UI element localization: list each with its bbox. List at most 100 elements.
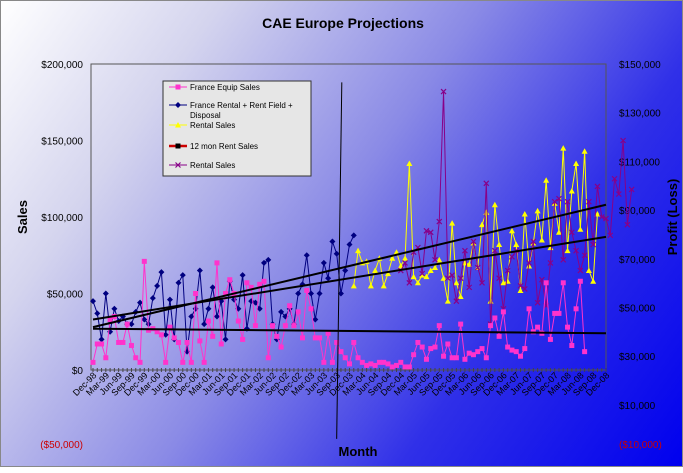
data-point xyxy=(154,329,160,335)
data-point xyxy=(278,344,284,350)
data-point xyxy=(488,323,494,329)
data-point xyxy=(308,290,315,297)
data-point xyxy=(176,339,181,345)
data-point xyxy=(509,253,515,260)
data-point xyxy=(402,255,409,261)
trend-rental-steep xyxy=(92,203,607,329)
data-point xyxy=(603,215,609,222)
y-tick-label: $50,000 xyxy=(47,290,84,301)
legend-item: France Equip Sales xyxy=(169,83,260,92)
data-point xyxy=(415,339,421,345)
y2-tick-label: $130,000 xyxy=(619,109,661,120)
data-point xyxy=(227,277,233,283)
data-point xyxy=(308,306,314,312)
data-point xyxy=(414,279,421,286)
data-point xyxy=(197,338,203,344)
data-point xyxy=(107,317,113,323)
data-point xyxy=(287,303,293,309)
data-point xyxy=(372,267,379,274)
data-point xyxy=(303,252,310,259)
data-point xyxy=(188,359,194,365)
data-point xyxy=(543,177,550,183)
data-point xyxy=(257,281,263,287)
data-point xyxy=(103,355,109,361)
data-point xyxy=(240,336,246,342)
x-axis-title: Month xyxy=(339,444,378,459)
x-axis-ticks: Dec-98Mar-99Jun-99Sep-99Dec-99Mar-00Jun-… xyxy=(71,368,611,398)
data-point xyxy=(419,270,426,277)
series-4 xyxy=(397,88,635,328)
data-point xyxy=(175,162,181,168)
data-point xyxy=(381,359,387,365)
data-point xyxy=(483,209,490,215)
y-axis-title: Sales xyxy=(15,200,30,234)
plot-area xyxy=(90,63,607,371)
data-point xyxy=(406,279,413,286)
y-tick-label: $0 xyxy=(72,366,84,377)
trendline-layer xyxy=(92,82,607,439)
data-point xyxy=(346,241,353,248)
data-point xyxy=(581,252,588,259)
data-point xyxy=(483,180,490,187)
data-point xyxy=(598,214,605,220)
data-point xyxy=(116,339,122,345)
data-point xyxy=(167,324,173,330)
data-point xyxy=(210,333,216,339)
data-point xyxy=(384,270,391,277)
data-point xyxy=(265,355,271,361)
y-axis-left: $200,000 $150,000 $100,000 $50,000 $0 xyxy=(41,60,83,377)
data-point xyxy=(329,359,335,365)
data-point xyxy=(453,355,459,361)
data-point xyxy=(196,267,203,274)
data-point xyxy=(98,336,105,343)
data-point xyxy=(615,191,622,197)
data-point xyxy=(470,352,476,358)
data-point xyxy=(500,279,507,286)
data-point xyxy=(389,364,395,370)
chart-title: CAE Europe Projections xyxy=(262,15,424,31)
data-point xyxy=(158,332,164,338)
data-point xyxy=(547,244,554,251)
data-point xyxy=(444,275,451,282)
legend-label: France Rental + Rent Field + Disposal xyxy=(190,101,293,120)
y2-tick-label: $90,000 xyxy=(619,206,656,217)
data-point xyxy=(120,339,126,345)
trend-equip xyxy=(92,327,607,335)
data-point xyxy=(479,221,486,228)
data-point xyxy=(521,285,528,292)
data-point xyxy=(325,330,331,336)
data-point xyxy=(175,143,181,149)
data-point xyxy=(333,250,340,257)
data-point xyxy=(509,347,515,353)
data-point xyxy=(102,290,109,297)
data-point xyxy=(166,296,173,303)
data-point xyxy=(526,259,532,266)
data-point xyxy=(261,259,267,266)
data-point xyxy=(457,275,464,282)
data-point xyxy=(444,298,451,304)
data-point xyxy=(466,350,472,356)
y-tick-label: $100,000 xyxy=(41,213,83,224)
data-point xyxy=(556,195,562,202)
data-point xyxy=(504,278,511,284)
data-point xyxy=(205,318,211,324)
data-point xyxy=(585,198,592,205)
data-point xyxy=(534,299,541,306)
y2-tick-label: $30,000 xyxy=(619,352,656,363)
data-point xyxy=(513,349,519,355)
data-point xyxy=(423,356,429,362)
data-point xyxy=(385,361,391,367)
data-point xyxy=(205,305,212,312)
data-point xyxy=(564,247,571,254)
data-point xyxy=(555,229,562,235)
data-point xyxy=(406,160,413,166)
data-point xyxy=(321,359,327,365)
data-point xyxy=(222,336,229,343)
data-point xyxy=(453,279,460,286)
data-point xyxy=(449,272,456,279)
data-point xyxy=(504,267,511,274)
data-point xyxy=(355,355,361,361)
legend-label: Rental Sales xyxy=(190,121,235,130)
data-point xyxy=(175,102,181,108)
